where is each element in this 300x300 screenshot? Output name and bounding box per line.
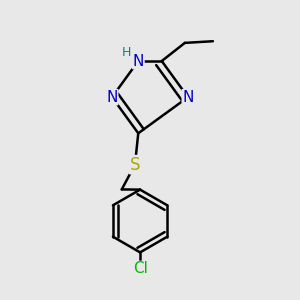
Text: S: S [130,156,140,174]
Text: Cl: Cl [133,261,148,276]
Text: H: H [122,46,131,59]
Text: N: N [133,53,144,68]
Text: N: N [106,90,118,105]
Text: N: N [182,90,194,105]
